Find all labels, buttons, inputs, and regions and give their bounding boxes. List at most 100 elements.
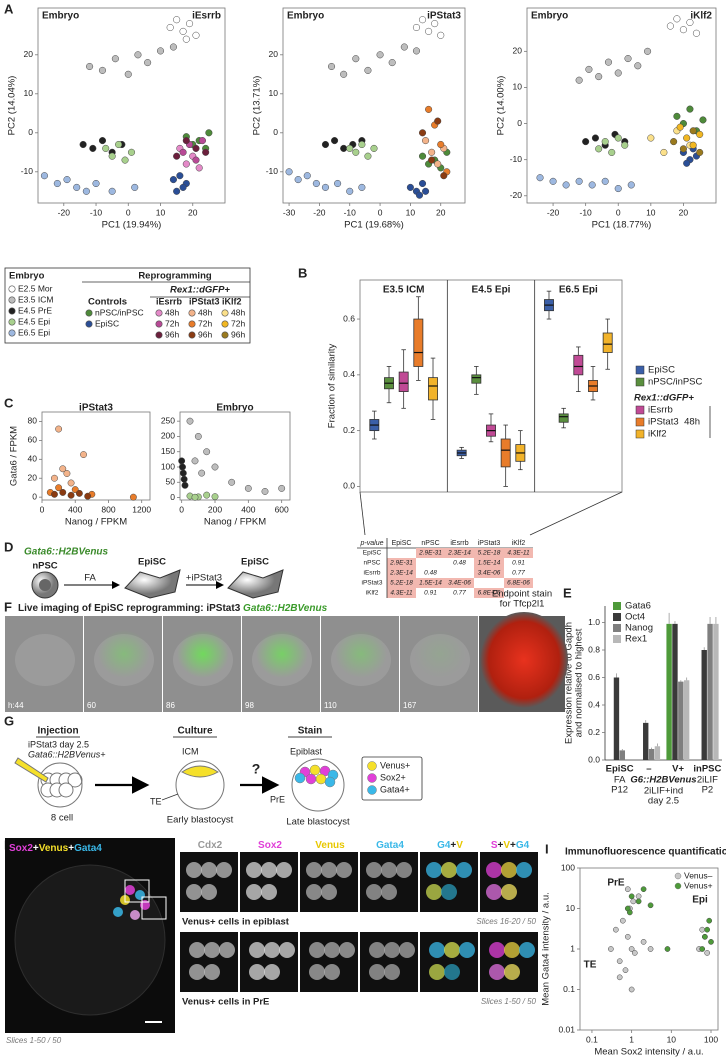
- diagram-label: PrE: [270, 794, 285, 804]
- annotation: Epi: [692, 895, 708, 906]
- x-tick-label: 1200: [132, 504, 151, 514]
- nucleus-signal: [321, 862, 337, 878]
- bar: [701, 650, 707, 760]
- point: [425, 27, 433, 35]
- box: [428, 377, 438, 401]
- point: [673, 112, 681, 120]
- y-tick-label: -20: [510, 190, 523, 200]
- table-cell: 3.4E-06: [448, 580, 471, 587]
- panel-letter: C: [4, 395, 14, 410]
- point: [192, 156, 200, 164]
- point: [601, 177, 609, 185]
- panel-letter: D: [4, 539, 13, 554]
- zoom-box: [124, 879, 150, 903]
- column-label: S+V+G4: [491, 840, 530, 851]
- legend-marker: [221, 309, 229, 317]
- point: [203, 448, 211, 456]
- legend-marker: [188, 320, 196, 328]
- point: [80, 451, 87, 459]
- y-tick-label: 60: [28, 435, 38, 445]
- point: [179, 27, 187, 35]
- point: [640, 886, 647, 893]
- label-part: +: [450, 840, 456, 851]
- bar: [619, 750, 626, 760]
- point: [179, 183, 187, 191]
- legend-label: EpiSC: [648, 365, 675, 376]
- table-cell: iKlf2: [366, 590, 379, 597]
- table-cell-shade: [416, 548, 445, 558]
- blastomere: [58, 782, 74, 798]
- point: [198, 137, 206, 145]
- gfp-signal: [177, 630, 229, 678]
- y-tick-label: -10: [266, 166, 279, 176]
- point: [370, 144, 378, 152]
- diagram-title: Gata6::H2BVenus: [24, 547, 109, 558]
- point: [108, 187, 116, 195]
- legend-marker: [85, 309, 93, 317]
- annotation: TE: [584, 960, 597, 971]
- point: [82, 187, 90, 195]
- bar: [648, 749, 655, 760]
- y-tick-label: 0.8: [588, 644, 600, 654]
- point: [331, 137, 339, 145]
- diagram-label: +iPStat3: [186, 573, 222, 584]
- y-tick-label: 50: [166, 477, 176, 487]
- table-cell-shade: [504, 578, 533, 588]
- image-tile: [180, 852, 238, 912]
- table-cell: 6.8E-06: [478, 590, 501, 597]
- y-axis-label: Mean Gata4 intensity / a.u.: [541, 892, 552, 1006]
- point: [640, 939, 647, 945]
- point: [679, 26, 687, 34]
- legend-marker: [367, 761, 377, 771]
- point: [180, 475, 188, 483]
- point: [689, 141, 697, 149]
- point: [192, 144, 200, 152]
- nucleus-signal: [324, 964, 340, 980]
- legend-marker: [367, 785, 377, 795]
- point: [179, 463, 186, 471]
- point: [699, 946, 706, 952]
- nucleus-signal: [189, 964, 205, 980]
- point: [59, 465, 67, 473]
- label-part: Sox2: [9, 843, 33, 854]
- table-cell: 0.91: [424, 590, 437, 597]
- x-tick-label: 0: [40, 504, 45, 514]
- cell: [227, 569, 284, 599]
- y-tick-label: 0.0: [343, 481, 355, 491]
- image-tile: [240, 852, 298, 912]
- table-header: iEsrrb: [450, 540, 468, 547]
- stained-cell: [315, 773, 327, 785]
- annotation: Embryo: [42, 11, 79, 22]
- y-tick-label: 200: [161, 431, 175, 441]
- point: [303, 172, 311, 180]
- y-tick-label: 0: [517, 118, 522, 128]
- table-cell: 0.91: [512, 560, 525, 567]
- point: [422, 137, 430, 145]
- y-tick-label: 20: [24, 49, 34, 59]
- point: [202, 148, 210, 156]
- label-part: Gata4: [376, 840, 404, 851]
- table-cell: nPSC: [364, 560, 381, 567]
- nucleus-signal: [486, 884, 502, 900]
- diagram-label: Late blastocyst: [286, 817, 350, 828]
- gfp-signal: [98, 630, 150, 678]
- legend-label: 72h: [231, 318, 245, 328]
- point: [182, 137, 190, 145]
- legend-title: Reprogramming: [138, 271, 212, 282]
- table-cell-shade: [416, 578, 445, 588]
- legend-marker: [367, 773, 377, 783]
- point: [102, 144, 110, 152]
- time-label: 98: [245, 701, 254, 710]
- table-cell-shade: [445, 578, 474, 588]
- diagram-label: Epiblast: [290, 746, 323, 756]
- gfp-signal: [256, 630, 308, 678]
- x-tick-label: 100: [704, 1034, 718, 1044]
- legend-label: 48h: [198, 307, 212, 317]
- image-tile: [480, 932, 538, 992]
- nucleus-signal: [396, 862, 412, 878]
- legend-box: [361, 756, 423, 801]
- legend-marker: [221, 331, 229, 339]
- nucleus: [39, 579, 51, 591]
- point: [340, 70, 348, 78]
- table-cell: iEsrrb: [364, 570, 381, 577]
